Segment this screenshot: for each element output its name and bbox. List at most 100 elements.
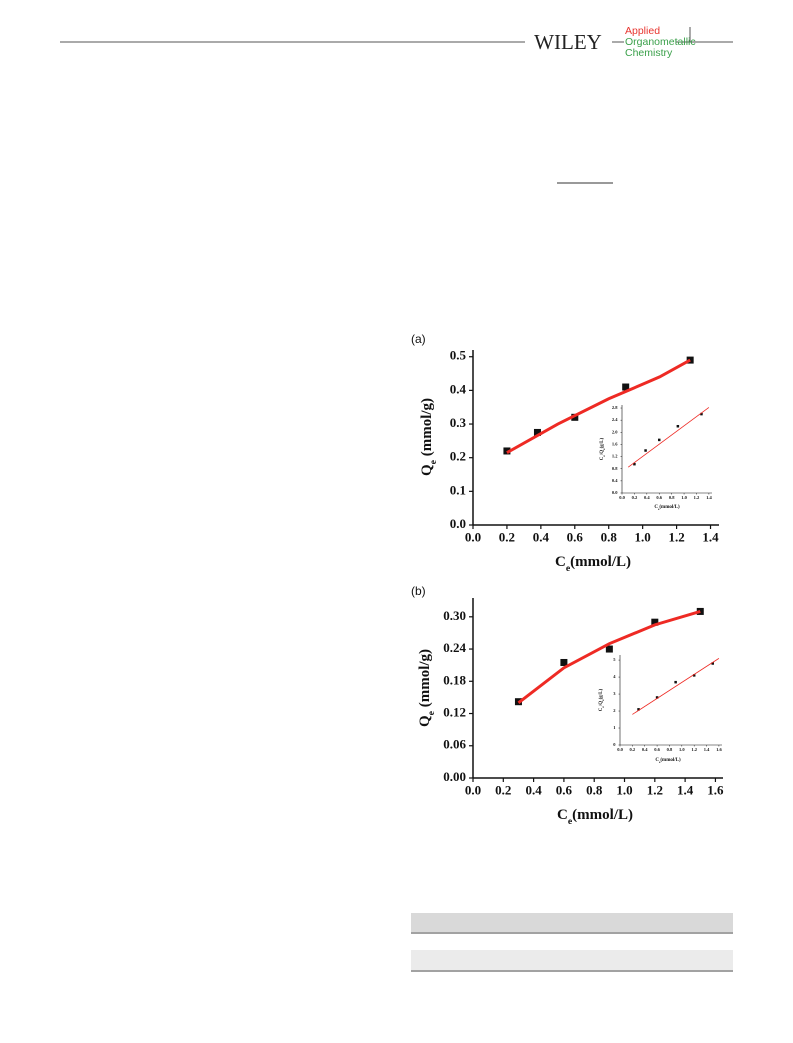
fit-curve <box>517 609 701 704</box>
y-tick-label: 4 <box>613 674 616 679</box>
y-tick-label: 1.6 <box>612 441 618 446</box>
x-tick-label: 1.0 <box>635 530 651 545</box>
table-row <box>411 950 733 970</box>
axis-label: Ce(mmol/L) <box>555 554 631 573</box>
axis-label-subscript: e <box>602 448 606 450</box>
axis-label-subscript: e <box>659 760 661 764</box>
axis-label-subscript: e <box>602 455 606 457</box>
data-point <box>644 449 647 452</box>
y-tick-label: 1 <box>613 725 616 730</box>
axis-label-subscript: e <box>568 816 573 827</box>
data-point <box>651 618 659 626</box>
data-point <box>674 680 677 684</box>
y-tick-label: 0.24 <box>443 640 466 655</box>
axis-label: Ce(mmol/L) <box>654 505 680 511</box>
axis-label-part: C <box>654 505 658 510</box>
axis-label-part: (mmol/g) <box>417 649 433 711</box>
x-tick-label: 0.6 <box>556 783 573 798</box>
axis-label-part: (mmol/g) <box>419 398 435 460</box>
axis-label-subscript: e <box>566 563 571 574</box>
x-tick-label: 1.6 <box>716 747 722 752</box>
axis-label: Ce/Qe(g/L) <box>600 437 606 460</box>
x-tick-label: 0.8 <box>669 495 675 500</box>
x-tick-label: 0.6 <box>654 747 660 752</box>
y-tick-label: 0.1 <box>450 482 466 497</box>
fit-curve <box>632 658 720 715</box>
axis-label: Qe (mmol/g) <box>417 649 436 727</box>
y-tick-label: 0.5 <box>450 348 467 363</box>
axis-label-subscript: e <box>601 706 605 708</box>
y-tick-label: 0.00 <box>443 769 466 784</box>
data-point <box>711 662 714 665</box>
x-tick-label: 1.4 <box>702 530 719 545</box>
y-tick-label: 0 <box>613 742 616 747</box>
axis-label-subscript: e <box>426 710 437 715</box>
x-tick-label: 0.8 <box>667 747 673 752</box>
y-tick-label: 0.18 <box>443 672 466 687</box>
y-tick-label: 0.3 <box>450 415 467 430</box>
journal-line: Organometallic <box>625 36 696 48</box>
x-tick-label: 1.0 <box>616 783 632 798</box>
y-tick-label: 5 <box>613 657 616 662</box>
axis-label-subscript: e <box>428 459 439 464</box>
y-tick-label: 3 <box>613 691 616 696</box>
y-tick-label: 2.4 <box>612 417 618 422</box>
axis-label: Ce(mmol/L) <box>655 758 681 764</box>
x-tick-label: 1.2 <box>691 747 697 752</box>
data-point <box>637 708 640 711</box>
data-point <box>633 462 636 466</box>
x-tick-label: 0.6 <box>656 495 662 500</box>
data-point <box>560 658 568 666</box>
axis-label-part: /Q <box>599 701 604 707</box>
x-tick-label: 1.0 <box>679 747 685 752</box>
fit-curve <box>627 407 710 468</box>
x-tick-label: 0.2 <box>630 747 636 752</box>
axis-label-part: (g/L) <box>599 688 604 699</box>
axis-label-part: (mmol/L) <box>572 807 633 823</box>
publisher: WILEY <box>534 30 602 54</box>
x-tick-label: 0.0 <box>617 747 623 752</box>
fit-curve <box>506 358 691 454</box>
x-tick-label: 0.8 <box>586 783 603 798</box>
axis-label-part: (mmol/L) <box>570 554 631 570</box>
x-tick-label: 1.2 <box>668 530 684 545</box>
panel-label: (a) <box>411 332 426 346</box>
data-point <box>622 383 630 391</box>
x-tick-label: 0.2 <box>499 530 515 545</box>
axis-label-part: Q <box>419 464 435 476</box>
axis-label-part: C <box>557 807 568 823</box>
axis-label-part: /Q <box>600 450 605 456</box>
y-tick-label: 1.2 <box>612 454 618 459</box>
x-tick-label: 0.4 <box>525 783 542 798</box>
axis-label-part: (g/L) <box>600 437 605 448</box>
axis-label-part: C <box>600 456 605 460</box>
axis-label-part: C <box>655 758 659 763</box>
data-point <box>676 424 680 428</box>
axis-label-part: C <box>555 554 566 570</box>
axis-label-part: (mmol/L) <box>660 758 681 763</box>
y-tick-label: 0.4 <box>450 381 467 396</box>
data-point <box>657 438 661 442</box>
x-tick-label: 1.4 <box>706 495 712 500</box>
panel-label: (b) <box>411 584 426 598</box>
y-tick-label: 0.0 <box>450 516 466 531</box>
x-tick-label: 0.0 <box>619 495 625 500</box>
axis-label: Ce/Qe(g/L) <box>599 688 605 711</box>
x-tick-label: 1.2 <box>647 783 663 798</box>
y-tick-label: 2 <box>613 708 616 713</box>
axis-label: Qe (mmol/g) <box>419 398 438 476</box>
x-tick-label: 0.2 <box>495 783 511 798</box>
y-tick-label: 2.0 <box>612 429 618 434</box>
y-tick-label: 0.12 <box>443 705 466 720</box>
journal-line: Applied <box>625 25 660 37</box>
x-tick-label: 0.2 <box>632 495 638 500</box>
data-point <box>692 674 696 677</box>
y-tick-label: 0.06 <box>443 737 466 752</box>
data-point <box>700 412 703 416</box>
axis-label-part: (mmol/L) <box>659 505 680 510</box>
y-tick-label: 0.0 <box>612 490 618 495</box>
x-tick-label: 0.4 <box>644 495 650 500</box>
axis-label-subscript: e <box>658 507 660 511</box>
x-tick-label: 0.0 <box>465 530 481 545</box>
